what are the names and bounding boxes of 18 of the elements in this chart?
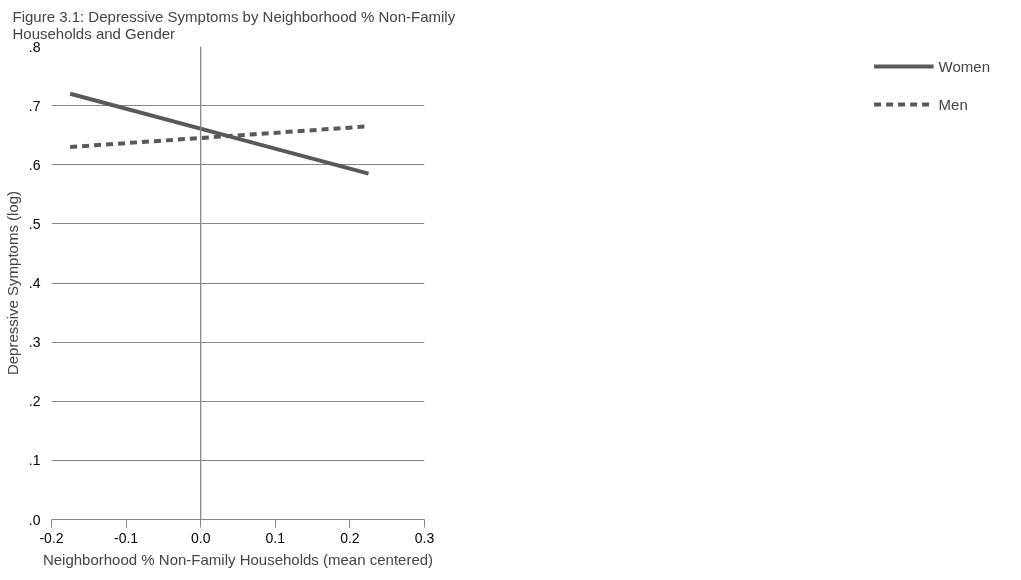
- x-tick-label: -0.1: [114, 529, 139, 546]
- y-tick-label: .0: [28, 511, 41, 528]
- y-tick-label: .4: [28, 275, 41, 291]
- y-tick-label: .3: [28, 334, 41, 351]
- x-tick-label: 0.1: [265, 529, 286, 546]
- y-tick-label: .2: [28, 393, 41, 410]
- x-tick-label: -0.2: [39, 529, 64, 546]
- y-tick-label: .5: [28, 215, 41, 232]
- x-tick-label: 0.0: [190, 529, 211, 546]
- x-tick-label: 0.3: [414, 529, 435, 546]
- x-tick-label: 0.2: [340, 529, 360, 546]
- legend-label: Women: [938, 57, 990, 75]
- y-tick-label: .6: [28, 156, 41, 173]
- x-axis-title: Neighborhood % Non-Family Households (mean centered): [42, 550, 434, 568]
- legend-label: Men: [938, 95, 968, 113]
- y-axis-title: Depressive Symptoms (log): [3, 190, 21, 376]
- y-tick-label: .7: [28, 97, 41, 114]
- y-tick-label: .1: [28, 452, 41, 469]
